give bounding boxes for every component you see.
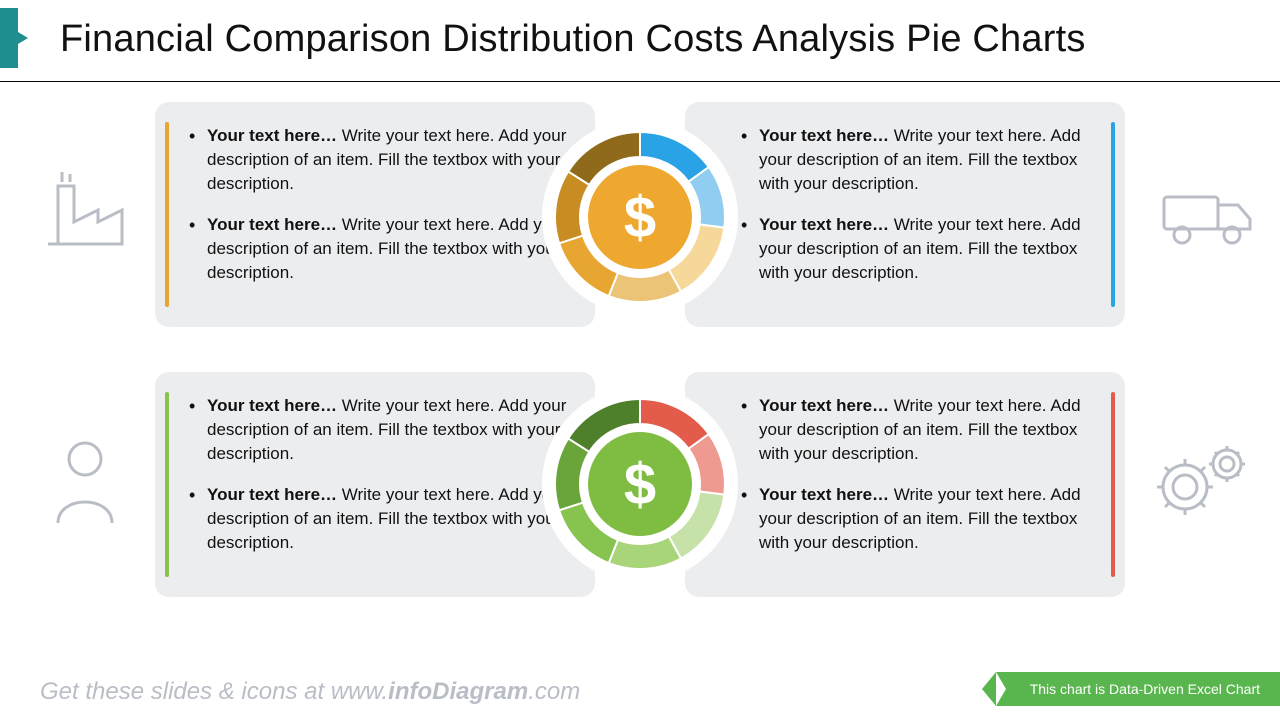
bullet-list: Your text here… Write your text here. Ad…: [189, 124, 567, 285]
donut-chart-bottom: $: [550, 394, 730, 574]
factory-icon: [40, 172, 130, 257]
bullet-lead: Your text here…: [759, 126, 889, 145]
dollar-icon: $: [588, 432, 692, 536]
list-item: Your text here… Write your text here. Ad…: [189, 483, 567, 554]
accent-bar: [165, 122, 169, 307]
ribbon-badge: This chart is Data-Driven Excel Chart: [996, 672, 1280, 706]
dollar-icon: $: [588, 165, 692, 269]
list-item: Your text here… Write your text here. Ad…: [741, 213, 1097, 284]
bullet-lead: Your text here…: [207, 485, 337, 504]
bullet-list: Your text here… Write your text here. Ad…: [741, 394, 1097, 555]
list-item: Your text here… Write your text here. Ad…: [189, 124, 567, 195]
title-accent: [0, 8, 18, 68]
panel-bottom-left: Your text here… Write your text here. Ad…: [155, 372, 595, 597]
accent-bar: [1111, 122, 1115, 307]
title-bar: Financial Comparison Distribution Costs …: [0, 0, 1280, 82]
bullet-lead: Your text here…: [759, 396, 889, 415]
person-icon: [50, 437, 120, 532]
list-item: Your text here… Write your text here. Ad…: [189, 394, 567, 465]
gears-icon: [1155, 442, 1250, 527]
page-title: Financial Comparison Distribution Costs …: [0, 0, 1280, 61]
bullet-lead: Your text here…: [759, 215, 889, 234]
bullet-lead: Your text here…: [207, 396, 337, 415]
panel-top-left: Your text here… Write your text here. Ad…: [155, 102, 595, 327]
list-item: Your text here… Write your text here. Ad…: [189, 213, 567, 284]
panel-top-right: Your text here… Write your text here. Ad…: [685, 102, 1125, 327]
bullet-lead: Your text here…: [759, 485, 889, 504]
footer-suffix: .com: [528, 678, 580, 705]
bullet-list: Your text here… Write your text here. Ad…: [189, 394, 567, 555]
footer-credit: Get these slides & icons at www.infoDiag…: [40, 678, 580, 706]
panel-bottom-right: Your text here… Write your text here. Ad…: [685, 372, 1125, 597]
footer-brand: infoDiagram: [388, 678, 528, 705]
donut-chart-top: $: [550, 127, 730, 307]
list-item: Your text here… Write your text here. Ad…: [741, 124, 1097, 195]
list-item: Your text here… Write your text here. Ad…: [741, 483, 1097, 554]
stage: Your text here… Write your text here. Ad…: [0, 82, 1280, 642]
footer-prefix: Get these slides & icons at www.: [40, 678, 388, 705]
bullet-lead: Your text here…: [207, 126, 337, 145]
list-item: Your text here… Write your text here. Ad…: [741, 394, 1097, 465]
bullet-lead: Your text here…: [207, 215, 337, 234]
truck-icon: [1160, 187, 1255, 252]
accent-bar: [165, 392, 169, 577]
bullet-list: Your text here… Write your text here. Ad…: [741, 124, 1097, 285]
accent-bar: [1111, 392, 1115, 577]
